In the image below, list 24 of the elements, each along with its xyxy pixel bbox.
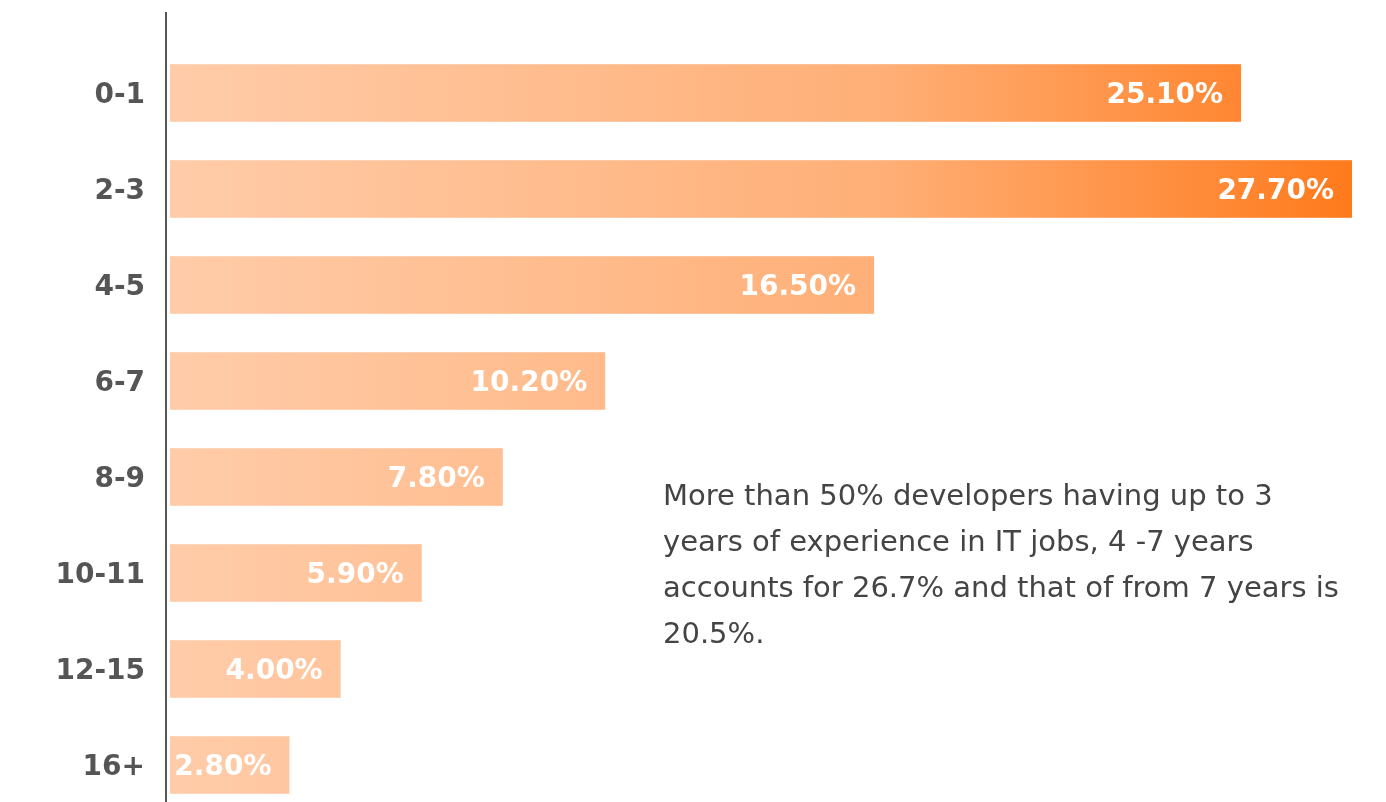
- data-label: 27.70%: [1217, 172, 1334, 206]
- y-tick-label: 12-15: [55, 652, 145, 686]
- data-label: 5.90%: [306, 556, 404, 590]
- y-tick-label: 8-9: [94, 460, 145, 494]
- data-label: 2.80%: [174, 748, 272, 782]
- data-label: 25.10%: [1106, 76, 1224, 110]
- y-tick-label: 4-5: [94, 268, 145, 302]
- data-label: 10.20%: [470, 364, 588, 398]
- y-tick-label: 0-1: [94, 76, 145, 110]
- y-tick-label: 16+: [82, 748, 145, 782]
- data-label: 4.00%: [225, 652, 323, 686]
- y-tick-label: 6-7: [94, 364, 145, 398]
- annotation: More than 50% developers having up to 3 years of experience in IT jobs, 4 -7 years accounts for 26.7% and that of from 7 years is 20.5%.: [663, 478, 1339, 650]
- bar: [170, 160, 1352, 218]
- y-tick-label: 2-3: [94, 172, 145, 206]
- bar: [170, 544, 422, 602]
- bar: [170, 64, 1242, 122]
- data-label: 16.50%: [739, 268, 857, 302]
- bar: [170, 352, 606, 410]
- y-tick-label: 10-11: [55, 556, 145, 590]
- data-label: 7.80%: [387, 460, 485, 494]
- bar: [170, 640, 341, 698]
- bar: [170, 448, 503, 506]
- bar: [170, 256, 875, 314]
